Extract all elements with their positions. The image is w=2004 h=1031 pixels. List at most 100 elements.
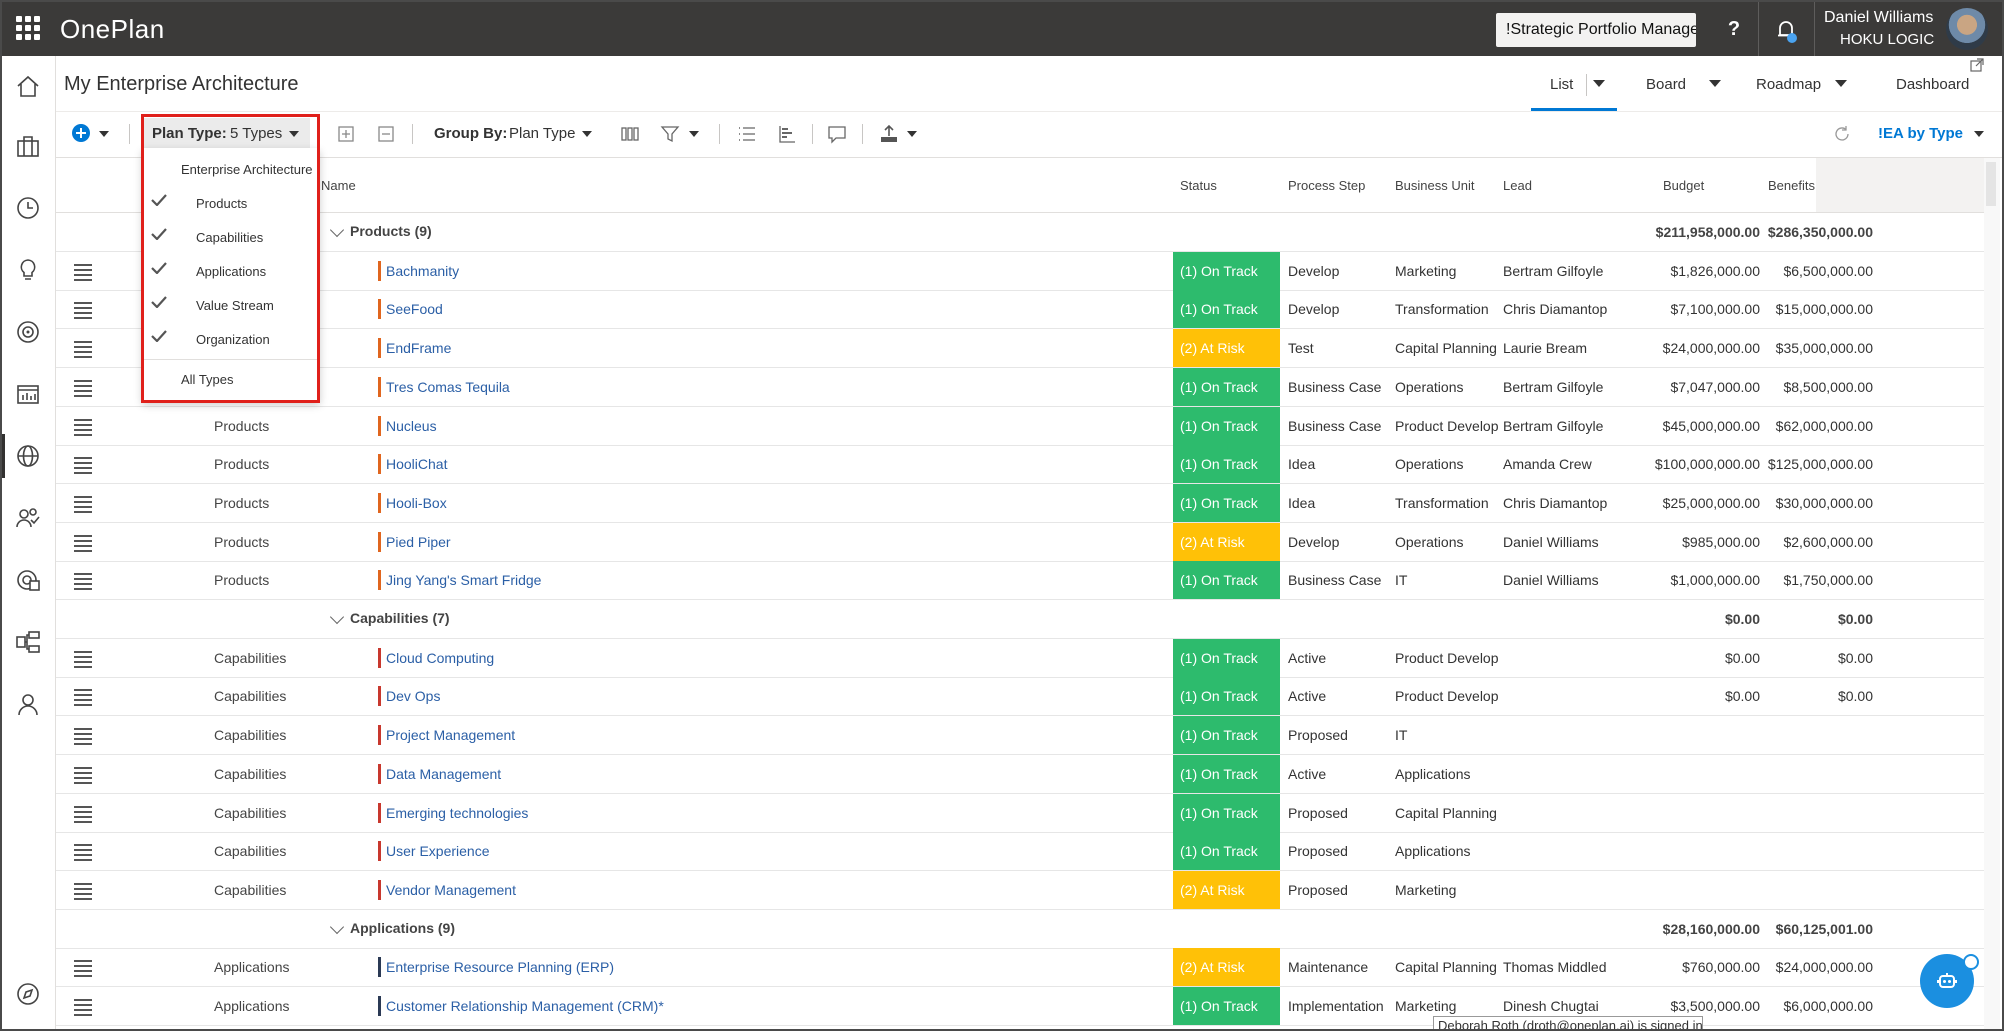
row-menu-icon[interactable] — [74, 573, 92, 591]
row-menu-icon[interactable] — [74, 805, 92, 823]
row-menu-icon[interactable] — [74, 960, 92, 978]
chat-assistant-button[interactable] — [1920, 954, 1974, 1008]
board-view-menu-chevron-down-icon[interactable] — [1709, 80, 1721, 87]
people-icon[interactable] — [14, 504, 42, 532]
vertical-scrollbar[interactable] — [1984, 158, 2000, 1029]
home-icon[interactable] — [14, 72, 42, 100]
table-row[interactable]: Capabilities Vendor Management (2) At Risk… — [56, 870, 1986, 910]
row-menu-icon[interactable] — [74, 999, 92, 1016]
tab-roadmap[interactable]: Roadmap — [1756, 76, 1822, 93]
group-row[interactable]: Capabilities (7) $0.00 $0.00 — [56, 600, 1986, 639]
plan-type-chevron-down-icon[interactable] — [289, 131, 299, 137]
table-row[interactable]: Products Jing Yang's Smart Fridge (1) On T… — [56, 561, 1986, 601]
filter-icon[interactable] — [659, 123, 681, 145]
row-menu-icon[interactable] — [74, 379, 92, 397]
table-row[interactable]: Products Pied Piper (2) At Risk Develop Oper… — [56, 522, 1986, 562]
column-header-lead[interactable]: Lead — [1503, 178, 1532, 193]
export-chevron-down-icon[interactable] — [907, 131, 917, 137]
row-menu-icon[interactable] — [74, 882, 92, 900]
person-icon[interactable] — [14, 690, 42, 718]
table-row[interactable]: Tres Comas Tequila (1) On Track Business C… — [56, 367, 1986, 407]
refresh-icon[interactable] — [1831, 123, 1853, 145]
tab-list[interactable]: List — [1550, 76, 1574, 93]
plan-type-option-products[interactable]: Products — [196, 196, 248, 211]
table-row[interactable]: Bachmanity (1) On Track Develop Marketing Be… — [56, 251, 1986, 291]
row-menu-icon[interactable] — [74, 263, 92, 281]
comment-icon[interactable] — [826, 123, 848, 145]
globe-icon[interactable] — [14, 442, 42, 470]
group-by-value[interactable]: Plan Type — [509, 125, 576, 142]
app-launcher-icon[interactable] — [16, 16, 40, 40]
plan-name-link[interactable]: Data Management — [386, 765, 502, 782]
target-icon[interactable] — [14, 318, 42, 346]
group-by-chevron-down-icon[interactable] — [582, 131, 592, 137]
hierarchy-icon[interactable] — [14, 628, 42, 656]
table-row[interactable]: Capabilities Cloud Computing (1) On Track A… — [56, 638, 1986, 678]
plan-name-link[interactable]: HooliChat — [386, 456, 448, 473]
plan-name-link[interactable]: User Experience — [386, 843, 490, 860]
plan-name-link[interactable]: Enterprise Resource Planning (ERP) — [386, 959, 614, 976]
plan-name-link[interactable]: Tres Comas Tequila — [386, 378, 510, 395]
table-row[interactable]: Capabilities Emerging technologies (1) On … — [56, 793, 1986, 833]
history-icon[interactable] — [14, 194, 42, 222]
tab-dashboard[interactable]: Dashboard — [1896, 76, 1970, 93]
help-button[interactable]: ? — [1727, 18, 1741, 40]
row-menu-icon[interactable] — [74, 650, 92, 668]
column-header-benefits[interactable]: Benefits — [1768, 178, 1815, 193]
user-name[interactable]: Daniel Williams — [1824, 9, 1934, 26]
filter-chevron-down-icon[interactable] — [689, 131, 699, 137]
avatar[interactable] — [1946, 8, 1988, 50]
popout-icon[interactable] — [1970, 58, 1984, 72]
lightbulb-icon[interactable] — [14, 256, 42, 284]
export-icon[interactable] — [878, 123, 900, 145]
table-row[interactable]: Applications Customer Relationship Manage… — [56, 987, 1986, 1026]
plan-name-link[interactable]: Hooli-Box — [386, 494, 447, 511]
power-icon[interactable] — [1963, 954, 1979, 970]
plan-type-option-capabilities[interactable]: Capabilities — [196, 230, 264, 245]
table-row[interactable]: Capabilities User Experience (1) On Track P… — [56, 832, 1986, 872]
portfolio-chart-icon[interactable] — [14, 566, 42, 594]
column-header-budget[interactable]: Budget — [1663, 178, 1705, 193]
row-menu-icon[interactable] — [74, 844, 92, 862]
roadmap-view-menu-chevron-down-icon[interactable] — [1835, 80, 1847, 87]
expand-all-icon[interactable] — [335, 123, 357, 145]
plan-name-link[interactable]: Pied Piper — [386, 533, 451, 550]
plan-name-link[interactable]: SeeFood — [386, 301, 443, 318]
table-row[interactable]: Products HooliChat (1) On Track Idea Operati… — [56, 445, 1986, 485]
row-menu-icon[interactable] — [74, 766, 92, 784]
plan-type-menu-header[interactable]: Enterprise Architecture — [181, 162, 313, 177]
plan-name-link[interactable]: Dev Ops — [386, 688, 441, 705]
add-icon[interactable] — [70, 122, 92, 144]
scrollbar-thumb[interactable] — [1986, 162, 1996, 206]
plan-name-link[interactable]: Emerging technologies — [386, 804, 529, 821]
row-menu-icon[interactable] — [74, 495, 92, 513]
table-row[interactable]: SeeFood (1) On Track Develop Transformation… — [56, 290, 1986, 330]
report-icon[interactable] — [14, 380, 42, 408]
table-row[interactable]: Capabilities Dev Ops (1) On Track Active Pro… — [56, 677, 1986, 717]
compass-icon[interactable] — [14, 980, 42, 1008]
add-menu-chevron-down-icon[interactable] — [99, 131, 109, 137]
chevron-down-icon[interactable] — [329, 609, 345, 625]
row-menu-icon[interactable] — [74, 302, 92, 320]
environment-selector[interactable]: !Strategic Portfolio Manager — [1496, 13, 1696, 47]
list-icon[interactable] — [736, 123, 758, 145]
table-row[interactable]: EndFrame (2) At Risk Test Capital Planning L… — [56, 329, 1986, 369]
row-menu-icon[interactable] — [74, 534, 92, 552]
row-menu-icon[interactable] — [74, 418, 92, 436]
list-view-menu-chevron-down-icon[interactable] — [1593, 80, 1605, 87]
row-menu-icon[interactable] — [74, 689, 92, 707]
chevron-down-icon[interactable] — [329, 919, 345, 934]
notifications-icon[interactable] — [1772, 16, 1800, 44]
table-row[interactable]: Capabilities Project Management (1) On Tra… — [56, 716, 1986, 756]
row-menu-icon[interactable] — [74, 457, 92, 475]
column-header-business-unit[interactable]: Business Unit — [1395, 178, 1475, 193]
gantt-icon[interactable] — [776, 123, 798, 145]
plan-name-link[interactable]: Bachmanity — [386, 262, 460, 279]
column-header-process-step[interactable]: Process Step — [1288, 178, 1366, 193]
plan-name-link[interactable]: Customer Relationship Management (CRM)* — [386, 998, 664, 1014]
table-row[interactable]: Applications Enterprise Resource Planning… — [56, 948, 1986, 988]
briefcase-icon[interactable] — [14, 132, 42, 160]
table-row[interactable]: Products Nucleus (1) On Track Business Case… — [56, 406, 1986, 446]
plan-name-link[interactable]: Nucleus — [386, 417, 437, 434]
column-header-name[interactable]: Name — [321, 178, 356, 193]
